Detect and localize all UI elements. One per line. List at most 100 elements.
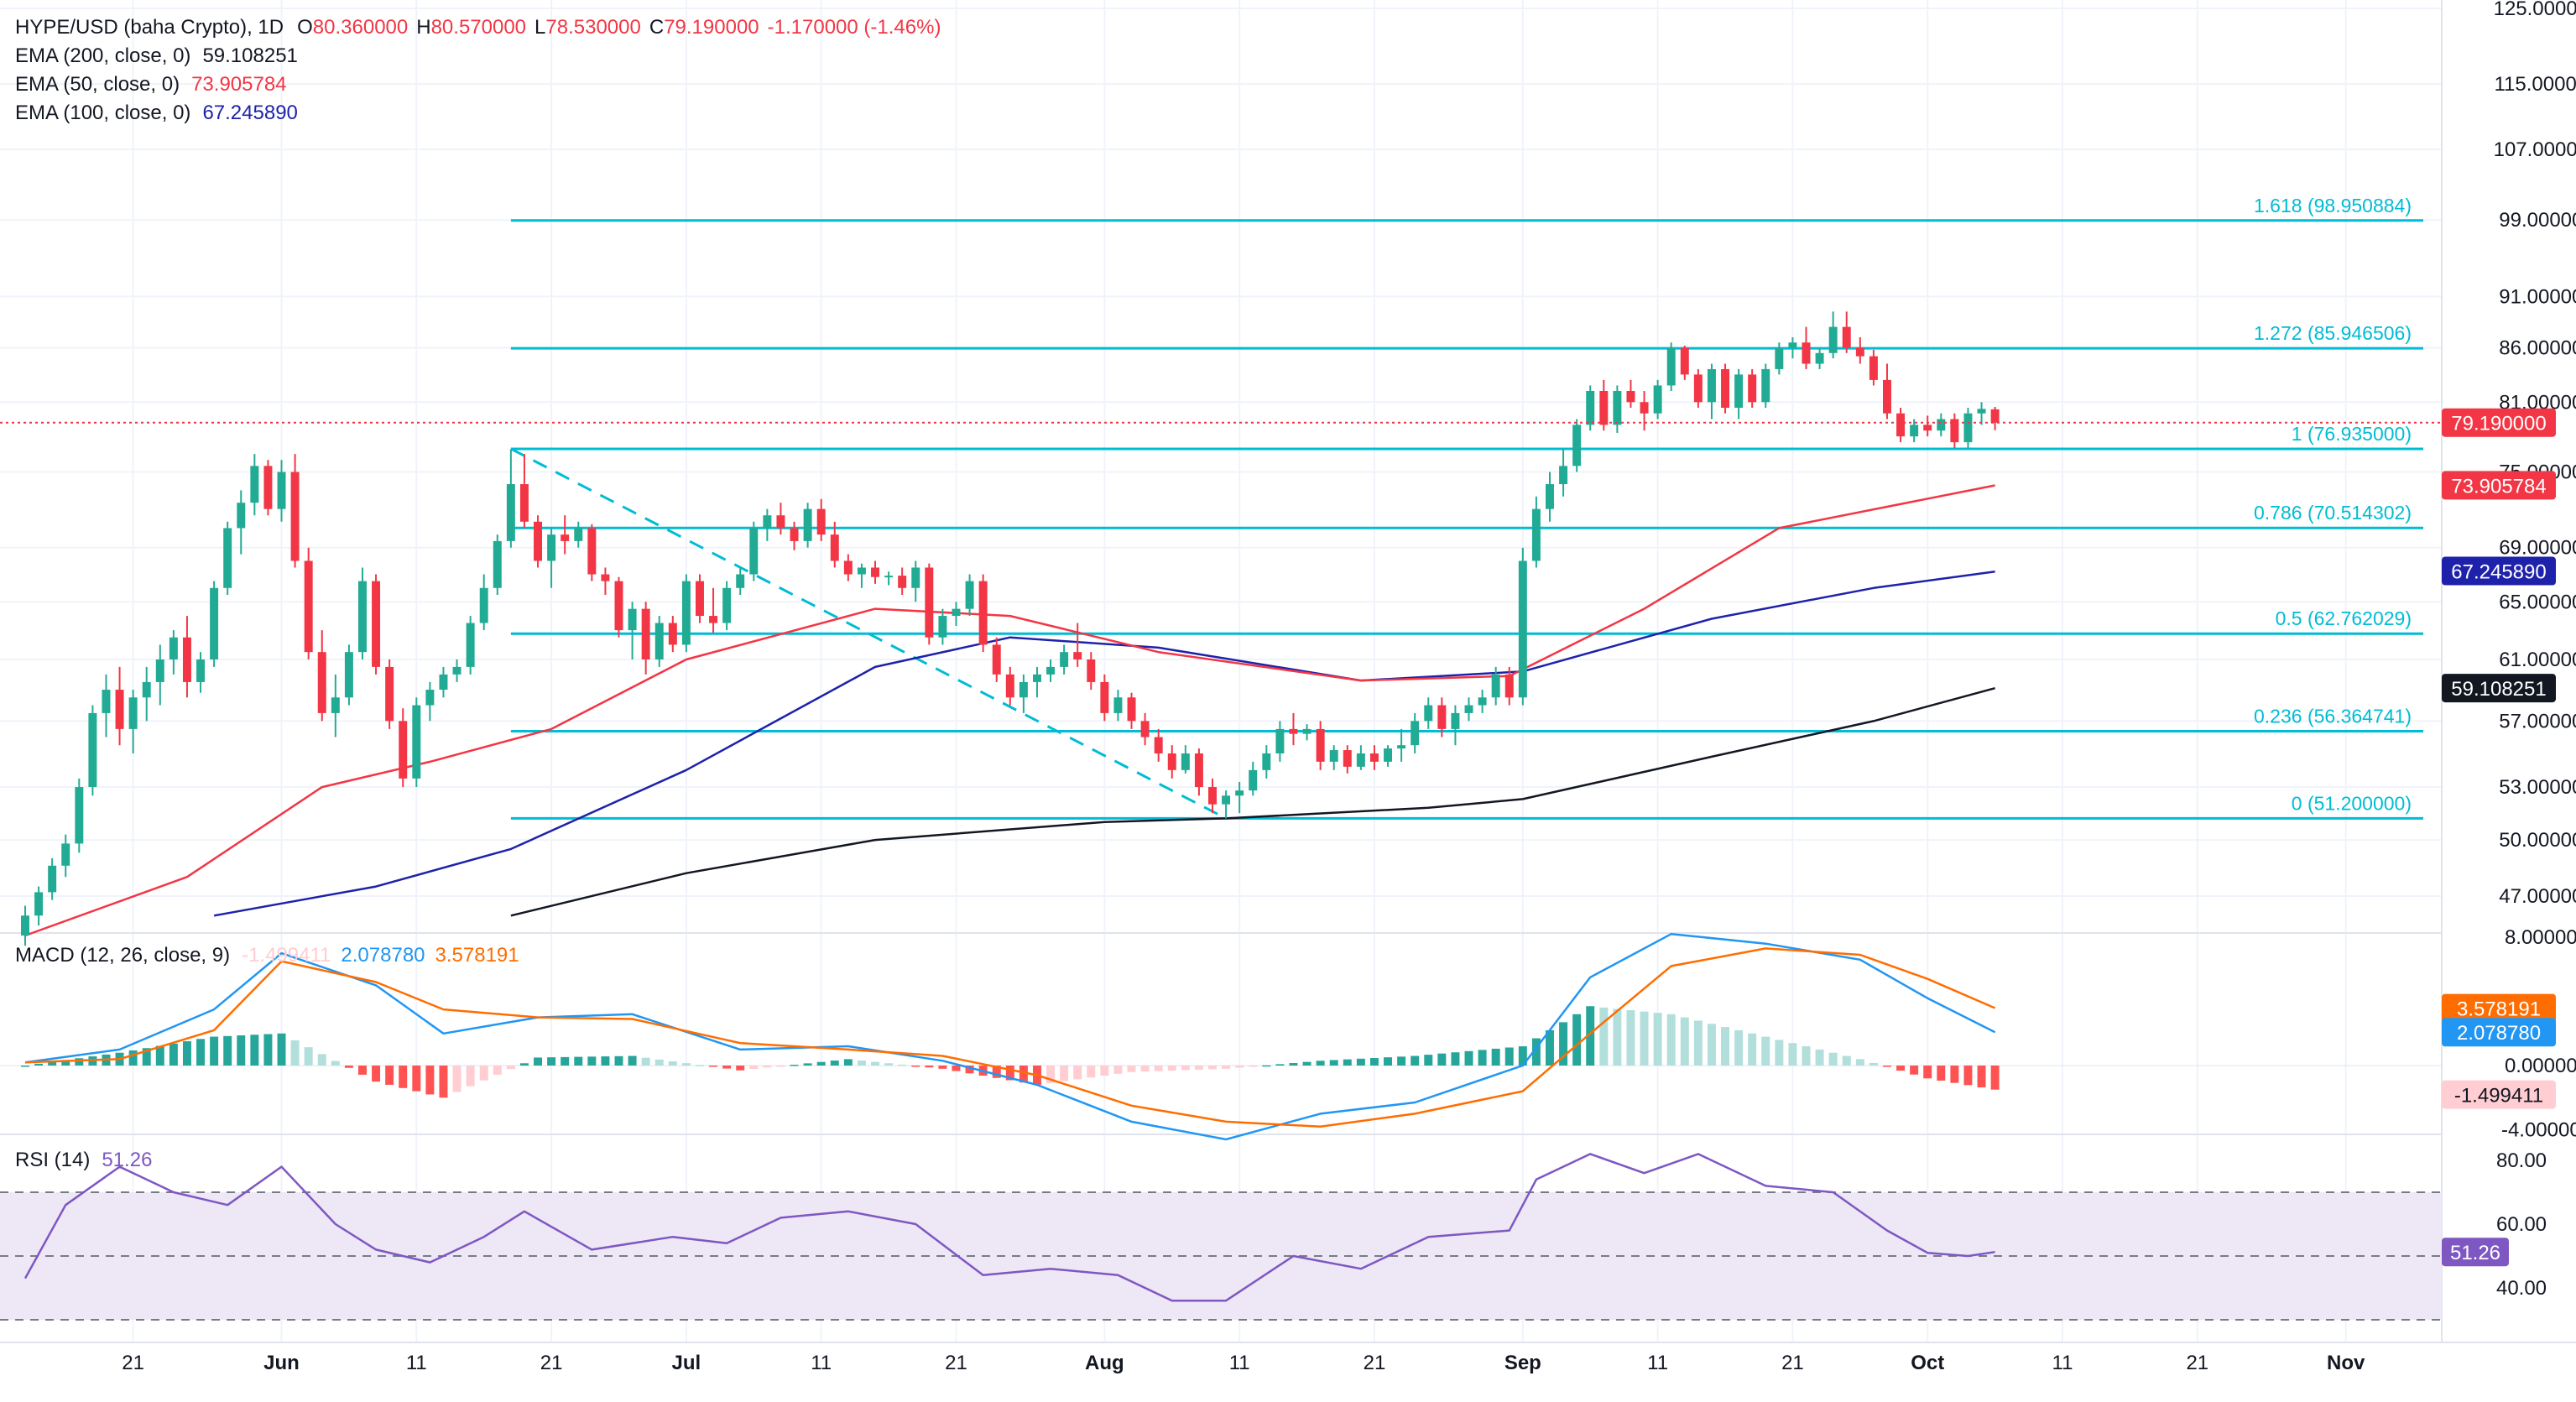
macd-histogram-bar [223,1035,232,1066]
candle-body [48,865,57,893]
candle-body [1397,745,1406,749]
candle-body [843,560,853,575]
candle-body [1491,674,1500,698]
macd-histogram-bar [425,1066,435,1095]
candle-body [790,528,799,541]
candle-body [519,484,529,522]
candles [0,311,2442,946]
macd-histogram-bar [439,1066,448,1098]
macd-histogram-bar [1977,1066,1986,1088]
rsi-tick-label: 40.00 [2496,1277,2547,1300]
macd-histogram-bar [1437,1053,1447,1066]
macd-histogram-bar [1802,1046,1811,1066]
candle [1666,342,1676,392]
ema50-badge: 73.905784 [2442,471,2556,500]
candle-body [1437,705,1447,729]
ema200-badge: 59.108251 [2442,674,2556,703]
time-tick-label: Oct [1911,1352,1944,1374]
macd-histogram-bar [952,1066,961,1071]
macd-histogram-bar [749,1066,759,1070]
candle [479,574,488,631]
time-tick-label: 11 [406,1352,427,1374]
macd-histogram-bar [142,1048,151,1066]
legend-ema50[interactable]: EMA (50, close, 0) 73.905784 [15,73,287,96]
fib-level-label: 0.236 (56.364741) [2254,705,2412,727]
macd-histogram-bar [722,1066,732,1069]
macd-histogram-bar [1748,1033,1757,1066]
candle [654,616,664,667]
candle [317,630,326,722]
candle [925,563,934,645]
macd-badge-text: 2.078780 [2457,1022,2541,1045]
candle [290,454,300,568]
fibonacci-levels[interactable]: 1.618 (98.950884) 1.272 (85.946506) 1 (76.… [510,195,2423,820]
candle-body [304,560,313,653]
candle [1518,547,1527,706]
candle [412,697,421,788]
fib-trend-line[interactable] [510,447,1227,820]
candle-body [358,581,367,653]
candle [1775,342,1784,375]
candle-body [1464,705,1473,713]
candle-body [1572,425,1582,466]
candle [1707,363,1716,420]
macd-histogram-bar [871,1061,879,1066]
candle [1464,697,1473,722]
macd-histogram-bar [1950,1066,1959,1083]
candle [1356,745,1365,770]
candle [1910,419,1919,443]
candle-body [763,515,772,529]
candle [1208,778,1217,814]
legend-symbol: HYPE/USD (baha Crypto), 1D O80.360000 H80.… [15,16,941,39]
candle [1424,697,1433,729]
candle-body [1194,753,1203,788]
legend-ema100[interactable]: EMA (100, close, 0) 67.245890 [15,102,298,124]
macd-histogram-bar [1087,1066,1096,1078]
candle-body [1990,409,2000,423]
macd-histogram-bar [884,1063,894,1066]
legend-rsi[interactable]: RSI (14) 51.26 [15,1149,152,1171]
candle [277,460,286,522]
candle-body [479,587,488,623]
legend-macd[interactable]: MACD (12, 26, close, 9) -1.499411 2.078780… [15,944,519,967]
candle-body [1869,356,1878,380]
candle-body [88,712,97,788]
rsi-pane [23,1153,1995,1302]
macd-pane [0,932,2442,1141]
candle-body [1626,391,1635,403]
candle [1721,363,1730,414]
macd-histogram-bar [290,1040,300,1066]
macd-histogram-bar [1990,1066,2000,1090]
candle [1140,712,1150,746]
candle-body [1842,326,1851,348]
candle-body [1478,697,1487,706]
candle-body [196,659,206,682]
candle-body [1316,728,1325,762]
candle [1504,666,1514,706]
macd-histogram-bar [938,1066,947,1069]
candle-body [1262,753,1271,770]
candle-body [61,843,70,866]
macd-histogram-bar [1208,1066,1217,1070]
candle-body [1384,748,1393,762]
macd-histogram-bar [1572,1014,1582,1066]
macd-histogram-bar [182,1041,191,1066]
candle-body [978,581,988,645]
macd-histogram-bar [1923,1066,1932,1079]
macd-histogram-bar [1005,1066,1014,1081]
macd-histogram-bar [992,1066,1001,1078]
macd-histogram-bar [1060,1066,1069,1081]
ema-line [510,686,1995,917]
macd-histogram-bar [304,1047,313,1066]
time-tick-label: 21 [122,1352,144,1374]
candle-body [1451,712,1460,729]
candle-body [1802,342,1811,364]
legend-ema200[interactable]: EMA (200, close, 0) 59.108251 [15,44,298,67]
macd-histogram-bar [709,1066,718,1067]
macd-histogram-bar [654,1059,664,1066]
candle-body [1329,750,1338,762]
candle [574,521,583,548]
